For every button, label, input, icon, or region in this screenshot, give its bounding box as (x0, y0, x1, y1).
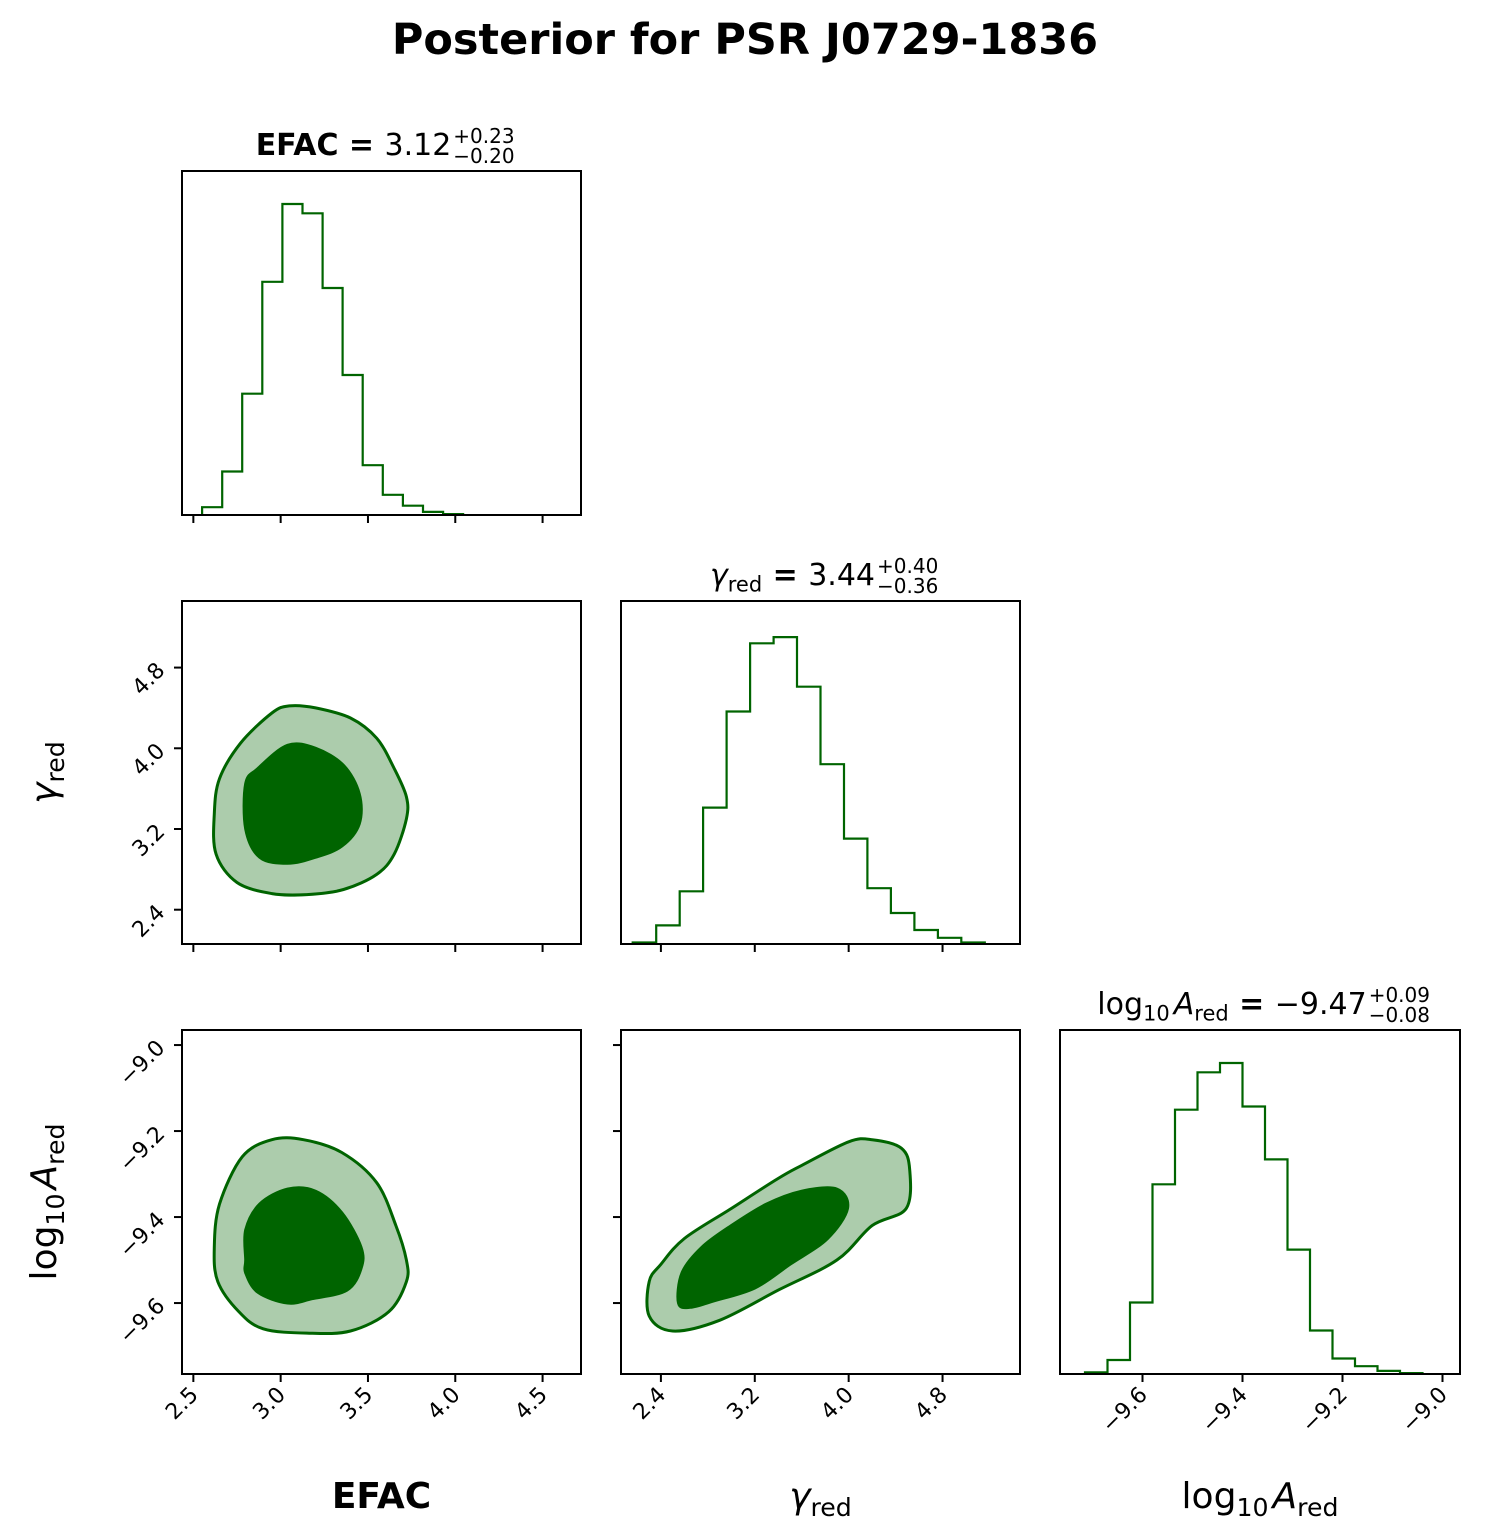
label-A-subscript: red (41, 1124, 70, 1165)
title-plus-efac: +0.23 (453, 124, 514, 148)
label-log: log (1097, 987, 1143, 1022)
label-log: log (24, 1226, 65, 1281)
title-equals: = (1229, 987, 1275, 1022)
label-A: A (1172, 987, 1195, 1022)
label-gamma-symbol: γ (710, 558, 730, 593)
label-A-subscript: red (1297, 1493, 1338, 1522)
xtick-label-0-1: 3.0 (248, 1383, 290, 1425)
label-A: A (24, 1165, 65, 1192)
xtick-label-0-2: 3.5 (336, 1383, 378, 1425)
panel-frame-2-2 (1059, 1029, 1461, 1375)
xtick-label-1-1: 3.2 (723, 1383, 765, 1425)
title-minus-log10A: −0.08 (1369, 1003, 1430, 1027)
title-minus-efac: −0.20 (453, 144, 514, 168)
ytick-label-1-3: 4.8 (128, 658, 170, 700)
ytick-label-2-0: −9.6 (115, 1294, 170, 1349)
ytick-label-1-2: 4.0 (128, 739, 170, 781)
label-efac: EFAC (256, 128, 339, 163)
title-equals: = (762, 558, 808, 593)
xtick-label-1-2: 4.0 (816, 1383, 858, 1425)
figure-title: Posterior for PSR J0729-1836 (392, 15, 1098, 65)
panel-title-log10A: log10Ared​ = −9.47 (1097, 987, 1366, 1026)
label-log-10: 10 (1143, 1002, 1170, 1026)
histogram-gamma (631, 636, 986, 944)
panel-title-gamma: γred​ = 3.44 (710, 558, 875, 597)
panel-title-efac: EFAC = 3.12 (256, 128, 452, 163)
ytick-label-2-1: −9.4 (115, 1208, 170, 1263)
label-gamma-symbol: γ (24, 781, 65, 804)
xtick-label-2-0: −9.6 (1097, 1383, 1152, 1438)
label-A-subscript: red (1194, 1002, 1228, 1026)
xaxis-label-efac: EFAC (332, 1476, 431, 1517)
title-median: −9.47 (1275, 987, 1367, 1022)
label-log: log (1182, 1476, 1237, 1517)
title-minus-gamma: −0.36 (877, 574, 938, 598)
label-A: A (1271, 1476, 1298, 1517)
title-median: 3.44 (808, 558, 875, 593)
xtick-label-2-3: −9.0 (1397, 1383, 1452, 1438)
label-efac: EFAC (332, 1476, 431, 1517)
xaxis-label-gamma: γred​ (789, 1476, 852, 1522)
xtick-label-1-3: 4.8 (910, 1383, 952, 1425)
label-gamma-subscript: red (811, 1493, 852, 1522)
ytick-label-1-0: 2.4 (128, 900, 170, 942)
xtick-label-2-1: −9.4 (1197, 1383, 1252, 1438)
panel-frame-1-1 (620, 600, 1021, 945)
label-log-10: 10 (1236, 1493, 1268, 1522)
ytick-label-2-3: −9.0 (115, 1036, 170, 1091)
panel-frame-0-0 (181, 170, 582, 516)
label-gamma-subscript: red (41, 741, 70, 782)
contour-inner-log10A_vs_gamma (676, 1186, 850, 1310)
xtick-label-0-0: 2.5 (161, 1383, 203, 1425)
ytick-label-1-1: 3.2 (128, 820, 170, 862)
xtick-label-1-0: 2.4 (629, 1383, 671, 1425)
label-gamma-symbol: γ (789, 1476, 812, 1517)
xtick-label-0-4: 4.5 (510, 1383, 552, 1425)
panels (174, 170, 1461, 1382)
xaxis-label-log10A: log10Ared​ (1182, 1476, 1339, 1522)
histogram-log10A (1083, 1061, 1424, 1375)
panel-frame-1-0 (181, 600, 582, 945)
histogram-efac (201, 202, 465, 516)
ytick-label-2-2: −9.2 (115, 1122, 170, 1177)
panel-frame-2-0 (181, 1029, 582, 1375)
xtick-label-0-3: 4.0 (423, 1383, 465, 1425)
contour-inner-log10A_vs_efac (243, 1186, 365, 1305)
xtick-label-2-2: −9.2 (1297, 1383, 1352, 1438)
contour-inner-gamma_vs_efac (242, 742, 363, 865)
panel-frame-2-1 (620, 1029, 1021, 1375)
label-gamma-subscript: red (728, 573, 762, 597)
label-log-10: 10 (41, 1193, 70, 1225)
yaxis-label-gamma: γred​ (24, 741, 70, 804)
title-plus-log10A: +0.09 (1369, 983, 1430, 1007)
title-median: 3.12 (385, 128, 452, 163)
yaxis-label-log10A: log10Ared​ (24, 1124, 70, 1281)
title-plus-gamma: +0.40 (877, 554, 938, 578)
title-equals: = (338, 128, 384, 163)
